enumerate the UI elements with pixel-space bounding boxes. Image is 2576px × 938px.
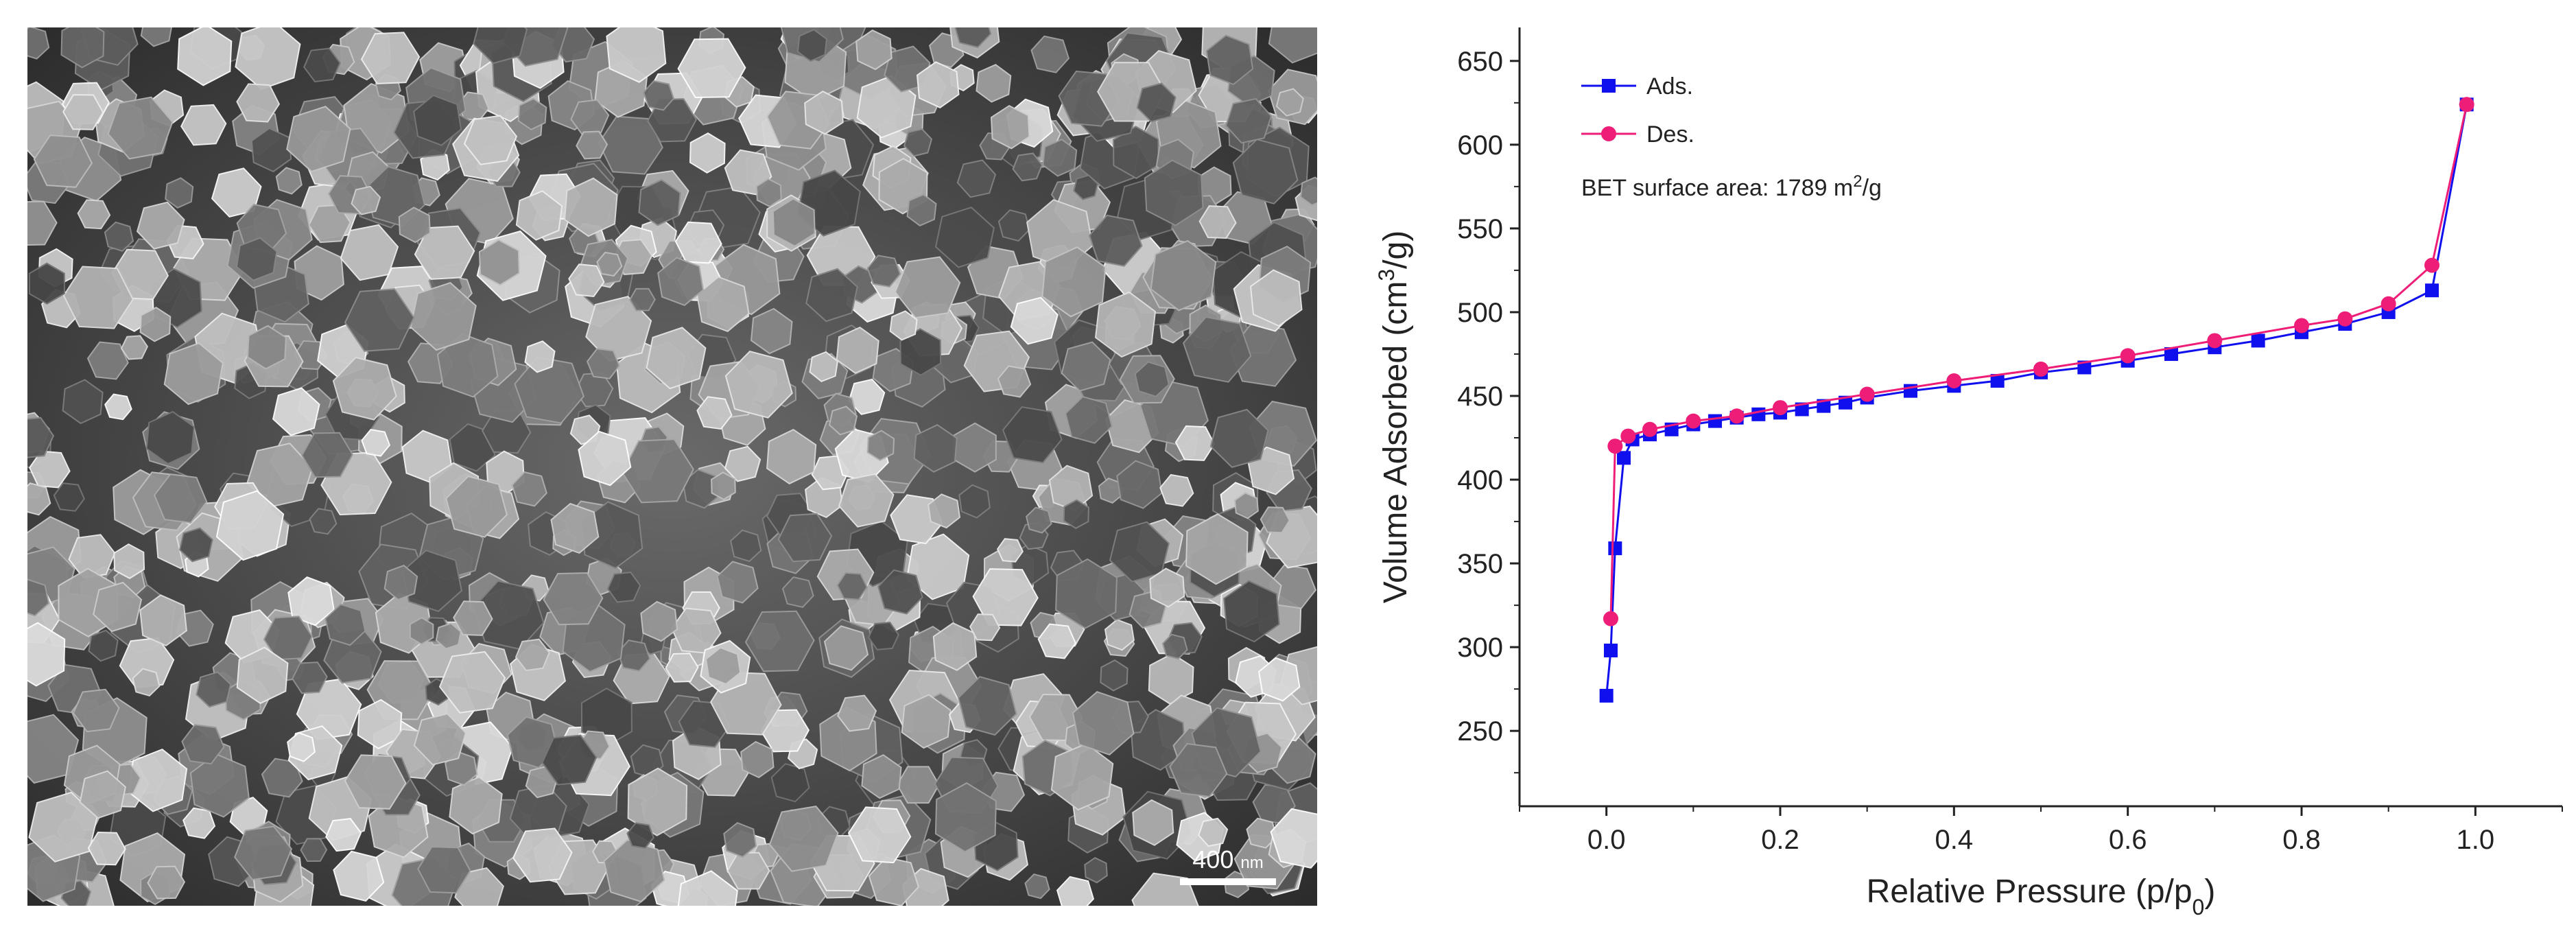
y-axis-title: Volume Adsorbed (cm3/g): [1374, 231, 1414, 603]
data-point: [2459, 97, 2474, 113]
x-tick-label: 0.8: [2282, 825, 2321, 855]
series-ads: [1599, 97, 2474, 703]
data-point: [1817, 399, 1831, 413]
data-point: [1773, 400, 1788, 416]
y-tick-label: 350: [1457, 549, 1503, 579]
bet-annotation: BET surface area: 1789 m2/g: [1581, 172, 1882, 202]
data-point: [1686, 413, 1701, 429]
x-tick-label: 0.2: [1761, 825, 1799, 855]
series-des: [1603, 97, 2474, 626]
data-point: [1608, 541, 1622, 556]
scale-bar-line: [1180, 878, 1276, 885]
data-point: [1729, 408, 1745, 424]
data-point: [1603, 611, 1618, 626]
data-point: [1859, 386, 1875, 402]
data-point: [2033, 361, 2048, 377]
y-tick-label: 250: [1457, 716, 1503, 747]
legend-marker: [1602, 79, 1616, 93]
data-point: [2164, 347, 2178, 361]
y-tick-label: 600: [1457, 130, 1503, 161]
data-point: [1604, 644, 1618, 657]
data-point: [2424, 257, 2439, 273]
scale-bar-label: 400 nm: [1180, 845, 1276, 874]
sem-crystals: [27, 27, 1317, 906]
data-point: [2425, 283, 2439, 298]
x-tick-label: 0.0: [1587, 825, 1626, 855]
data-point: [1946, 373, 1962, 389]
scale-bar: 400 nm: [1180, 845, 1276, 885]
data-point: [2380, 296, 2396, 312]
data-point: [2077, 360, 2092, 375]
sem-micrograph: 400 nm: [27, 27, 1317, 906]
data-point: [1617, 451, 1631, 465]
data-point: [2251, 333, 2265, 348]
legend-label: Des.: [1646, 121, 1694, 148]
data-point: [1642, 421, 1657, 437]
data-point: [1839, 395, 1852, 410]
data-point: [1620, 428, 1636, 444]
data-point: [1795, 402, 1809, 417]
y-tick-label: 300: [1457, 633, 1503, 663]
data-point: [2207, 333, 2223, 349]
data-point: [1708, 414, 1722, 428]
x-tick-label: 0.6: [2109, 825, 2147, 855]
data-point: [1751, 407, 1766, 421]
y-tick-label: 450: [1457, 382, 1503, 412]
legend-label: Ads.: [1646, 73, 1693, 99]
chart-svg: 250 300 350 400 450 500 550 600 650 0.0 0.2 0.4 0.6 0…: [1374, 27, 2563, 919]
legend: Ads. Des.: [1581, 73, 1694, 148]
data-point: [1990, 374, 2005, 388]
scale-bar-value: 400: [1192, 845, 1234, 873]
isotherm-chart: 250 300 350 400 450 500 550 600 650 0.0 0.2 0.4 0.6 0…: [1345, 0, 2576, 938]
data-point: [2337, 311, 2353, 327]
data-point: [1607, 438, 1623, 454]
x-axis-title: Relative Pressure (p/p0): [1867, 873, 2216, 919]
x-tick-label: 1.0: [2457, 825, 2495, 855]
data-point: [2120, 348, 2136, 364]
y-tick-label: 400: [1457, 465, 1503, 495]
y-tick-label: 500: [1457, 298, 1503, 328]
scale-bar-unit: nm: [1240, 854, 1264, 872]
legend-marker: [1601, 126, 1616, 141]
y-tick-label: 550: [1457, 214, 1503, 244]
data-point: [2294, 318, 2309, 333]
x-tick-label: 0.4: [1935, 825, 1974, 855]
sem-particles: [27, 27, 1317, 906]
y-tick-label: 650: [1457, 47, 1503, 77]
data-point: [1599, 688, 1614, 703]
